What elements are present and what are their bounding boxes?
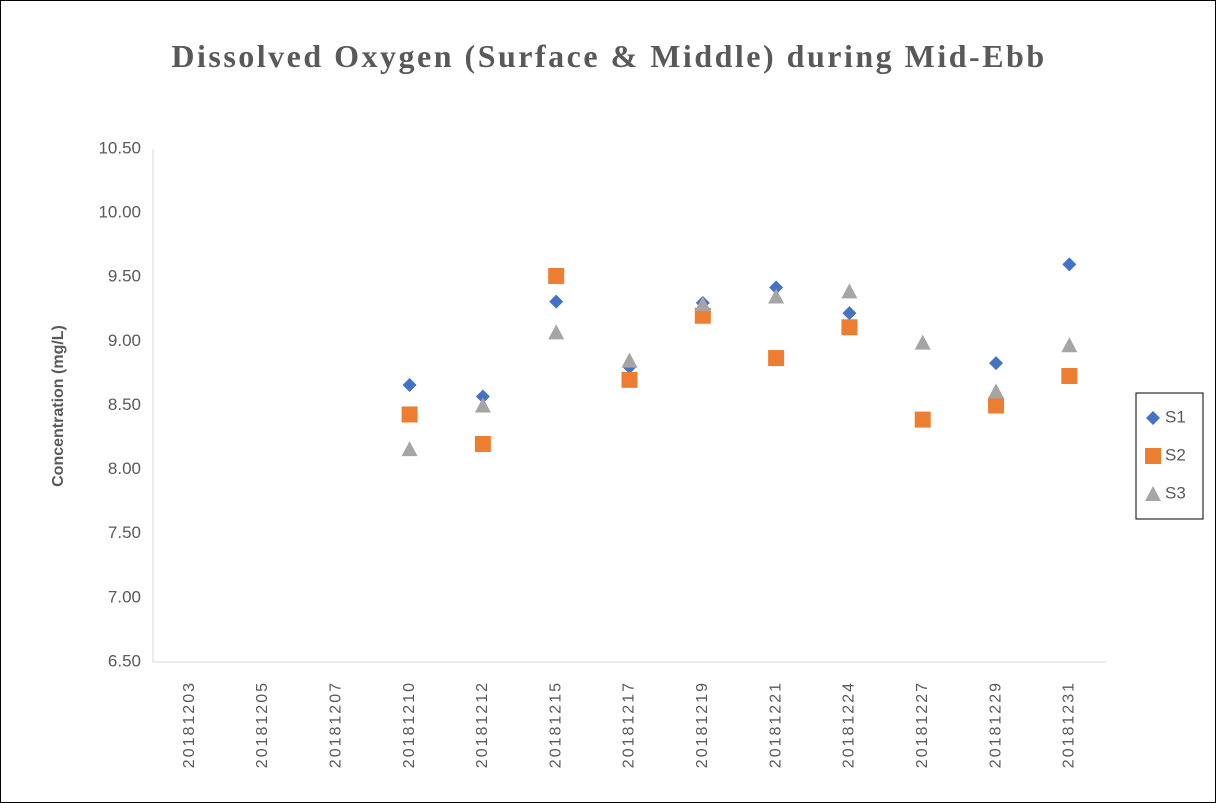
x-tick-label: 20181215 [547,681,564,768]
x-tick-label: 20181217 [621,681,638,768]
x-tick-label: 20181229 [987,681,1004,768]
x-tick-label: 20181224 [841,681,858,768]
point [475,389,490,404]
point [988,383,1005,399]
point [621,371,638,388]
point [842,306,857,321]
point [989,356,1004,371]
point [1062,257,1077,272]
point [548,267,565,284]
legend-label: S2 [1165,445,1186,464]
y-tick-label: 9.50 [108,267,141,286]
y-tick-label: 10.50 [98,138,141,157]
point [914,411,931,428]
y-tick-label: 7.00 [108,587,141,606]
point [1061,368,1078,385]
point [988,397,1005,414]
point [1061,337,1078,353]
y-axis-label: Concentration (mg/L) [50,325,67,487]
x-tick-label: 20181205 [254,681,271,768]
x-tick-label: 20181221 [767,681,784,768]
point [768,350,785,367]
x-tick-label: 20181227 [914,681,931,768]
y-tick-label: 7.50 [108,523,141,542]
y-tick-label: 9.00 [108,331,141,350]
x-tick-label: 20181231 [1061,681,1078,768]
point [769,280,784,295]
point [841,319,858,336]
point [841,283,858,299]
point [768,288,785,304]
legend-marker [1146,411,1160,425]
y-tick-label: 8.50 [108,395,141,414]
x-tick-label: 20181207 [327,681,344,768]
point [694,296,711,312]
x-tick-label: 20181219 [694,681,711,768]
point [549,294,564,309]
legend-marker [1145,448,1161,464]
point [474,397,491,413]
legend-label: S1 [1165,407,1186,426]
point [621,352,638,368]
point [401,406,418,423]
x-tick-label: 20181212 [474,681,491,768]
legend-marker [1145,486,1161,501]
y-tick-label: 6.50 [108,651,141,670]
point [401,441,418,457]
point [402,377,417,392]
chart-title: Dissolved Oxygen (Surface & Middle) duri… [171,38,1047,74]
y-tick-label: 8.00 [108,459,141,478]
y-tick-label: 10.00 [98,203,141,222]
x-tick-label: 20181210 [401,681,418,768]
legend-label: S3 [1165,483,1186,502]
point [548,324,565,340]
point [914,334,931,350]
x-tick-label: 20181203 [181,681,198,768]
point [694,307,711,324]
point [474,435,491,452]
